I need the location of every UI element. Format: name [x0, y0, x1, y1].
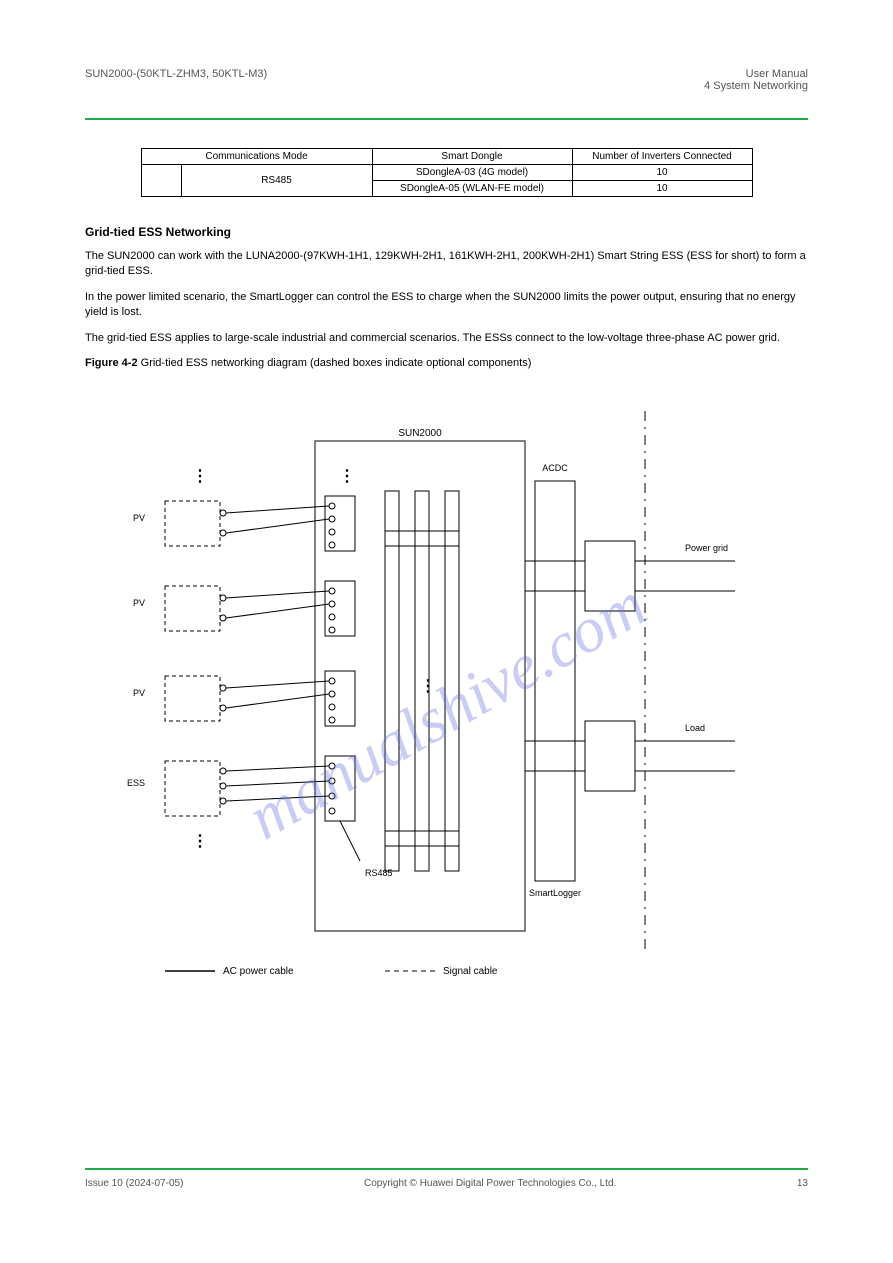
- cell-4g-n: 10: [572, 165, 752, 181]
- spec-table: Communications Mode Smart Dongle Number …: [141, 148, 753, 197]
- foot-rule: [85, 1168, 808, 1170]
- cell-wlan-n: 10: [572, 181, 752, 197]
- lbl-inverter: SUN2000: [398, 428, 442, 439]
- header-rightsub: 4 System Networking: [704, 80, 808, 92]
- cell-4g: SDongleA-03 (4G model): [372, 165, 572, 181]
- svg-text:PV: PV: [133, 688, 145, 698]
- svg-text:RS485: RS485: [365, 868, 393, 878]
- svg-text:SmartLogger: SmartLogger: [529, 888, 581, 898]
- svg-text:Load: Load: [685, 723, 705, 733]
- svg-text:⋮: ⋮: [420, 678, 436, 695]
- section-title: Grid-tied ESS Networking: [85, 225, 808, 239]
- legend-sig: Signal cable: [443, 966, 498, 977]
- svg-text:ESS: ESS: [127, 778, 145, 788]
- svg-text:⋮: ⋮: [339, 468, 355, 485]
- svg-text:ACDC: ACDC: [542, 463, 568, 473]
- svg-text:PV: PV: [133, 598, 145, 608]
- cell-empty: [141, 165, 181, 197]
- cell-rs485: RS485: [181, 165, 372, 197]
- fig-caption: Figure 4-2 Grid-tied ESS networking diag…: [85, 356, 808, 371]
- legend-ac: AC power cable: [223, 966, 294, 977]
- top-rule: [85, 118, 808, 120]
- fig-ref: Figure 4-2: [85, 357, 138, 369]
- svg-text:⋮: ⋮: [192, 833, 208, 850]
- th-dongle: Smart Dongle: [372, 149, 572, 165]
- footer-right: 13: [797, 1178, 808, 1189]
- th-mode: Communications Mode: [141, 149, 372, 165]
- footer-mid: Copyright © Huawei Digital Power Technol…: [364, 1178, 616, 1189]
- fig-title: Grid-tied ESS networking diagram (dashed…: [141, 357, 532, 369]
- para-2: In the power limited scenario, the Smart…: [85, 290, 808, 321]
- header-left: SUN2000-(50KTL-ZHM3, 50KTL-M3): [85, 68, 267, 92]
- cell-wlan: SDongleA-05 (WLAN-FE model): [372, 181, 572, 197]
- para-3: The grid-tied ESS applies to large-scale…: [85, 331, 808, 346]
- footer-left: Issue 10 (2024-07-05): [85, 1178, 183, 1189]
- network-diagram: ⋮ ⋮ ⋮ ⋮ PV PV PV ESS SUN2000 ACDC Power …: [85, 391, 808, 1031]
- para-1: The SUN2000 can work with the LUNA2000-(…: [85, 249, 808, 280]
- header-right: User Manual: [704, 68, 808, 80]
- svg-text:Power grid: Power grid: [685, 543, 728, 553]
- lbl-pv: PV: [133, 513, 145, 523]
- svg-text:⋮: ⋮: [192, 468, 208, 485]
- th-num: Number of Inverters Connected: [572, 149, 752, 165]
- diagram-container: manualshive.com: [85, 391, 808, 1031]
